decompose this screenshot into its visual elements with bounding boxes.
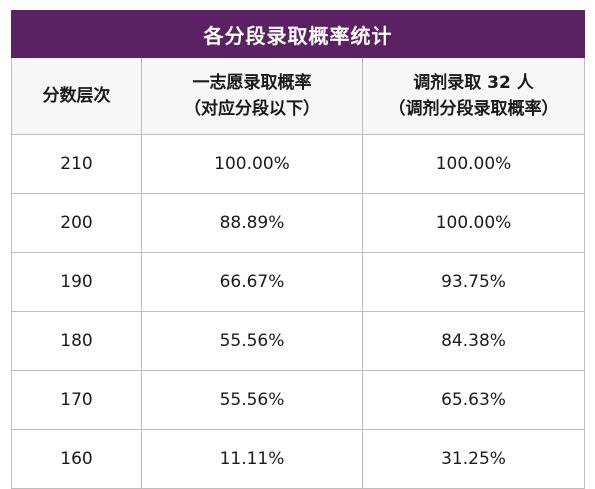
table-row: 170 55.56% 65.63%	[11, 370, 586, 430]
adjust-cell: 100.00%	[361, 134, 586, 194]
header-first-choice-line2: （对应分段以下）	[184, 99, 320, 119]
table-row: 180 55.56% 84.38%	[11, 311, 586, 371]
header-adjust-line1: 调剂录取 32 人	[413, 72, 534, 93]
score-level-cell: 170	[11, 370, 142, 430]
adjust-cell: 93.75%	[361, 252, 586, 312]
header-first-choice: 一志愿录取概率 （对应分段以下）	[141, 57, 363, 135]
header-score-level: 分数层次	[11, 57, 142, 135]
title-row: 各分段录取概率统计	[10, 10, 586, 58]
header-first-choice-line1: 一志愿录取概率	[192, 72, 312, 93]
header-row: 分数层次 一志愿录取概率 （对应分段以下） 调剂录取 32 人 （调剂分段录取概…	[11, 57, 586, 135]
table-row: 200 88.89% 100.00%	[11, 193, 586, 253]
table-row: 210 100.00% 100.00%	[11, 134, 586, 194]
first-choice-cell: 55.56%	[141, 311, 363, 371]
first-choice-cell: 66.67%	[141, 252, 363, 312]
first-choice-cell: 88.89%	[141, 193, 363, 253]
score-level-cell: 200	[11, 193, 142, 253]
admission-probability-table: 各分段录取概率统计 分数层次 一志愿录取概率 （对应分段以下） 调剂录取 32 …	[10, 10, 586, 489]
first-choice-cell: 100.00%	[141, 134, 363, 194]
table-row: 190 66.67% 93.75%	[11, 252, 586, 312]
adjust-cell: 84.38%	[361, 311, 586, 371]
score-level-cell: 180	[11, 311, 142, 371]
table-title: 各分段录取概率统计	[10, 10, 586, 58]
adjust-cell: 31.25%	[361, 429, 586, 489]
score-level-cell: 210	[11, 134, 142, 194]
score-level-cell: 190	[11, 252, 142, 312]
score-level-cell: 160	[11, 429, 142, 489]
first-choice-cell: 11.11%	[141, 429, 363, 489]
header-adjust: 调剂录取 32 人 （调剂分段录取概率）	[361, 57, 586, 135]
adjust-cell: 65.63%	[361, 370, 586, 430]
header-adjust-line2: （调剂分段录取概率）	[388, 99, 559, 119]
first-choice-cell: 55.56%	[141, 370, 363, 430]
table-row: 160 11.11% 31.25%	[11, 429, 586, 489]
adjust-cell: 100.00%	[361, 193, 586, 253]
